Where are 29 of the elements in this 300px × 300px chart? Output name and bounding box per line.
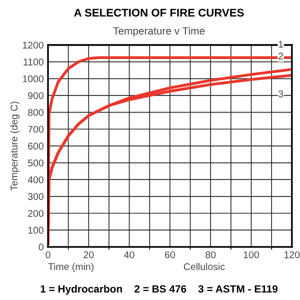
chart-title: A SELECTION OF FIRE CURVES [74,8,244,17]
y-axis-title: Temperature (deg C) [10,102,20,191]
annotation: 1 [278,40,284,48]
y-tick-label: 300 [28,193,44,200]
y-tick-label: 700 [28,126,44,133]
x-tick-label: 40 [124,251,134,258]
annotation: 3 [278,90,284,98]
chart-subtitle: Temperature v Time [113,26,205,37]
x-axis-title: Time (min) [48,262,94,272]
x-tick-label: 100 [244,251,259,258]
y-tick-label: 800 [28,109,44,116]
y-tick-label: 600 [28,142,44,150]
text: Cellulosic [184,262,225,270]
y-tick-label: 0 [38,244,44,251]
x-tick-label: 0 [46,251,50,258]
y-tick-label: 1200 [22,42,44,49]
text: 1 = Hydrocarbon 2 = BS 476 3 = ASTM - E119 [40,284,278,295]
y-tick-label: 500 [28,160,44,166]
y-tick-label: 400 [28,176,44,184]
y-tick-label: 1000 [22,75,44,82]
x-tick-label: 20 [84,251,94,258]
annotation: 2 [278,52,284,60]
y-tick-label: 900 [28,92,44,100]
y-tick-label: 1100 [24,58,44,66]
x-tick-label: 60 [165,251,175,258]
x-tick-label: 80 [206,251,216,258]
y-tick-label: 100 [28,226,44,234]
x-tick-label: 120 [284,251,300,258]
y-tick-label: 200 [28,210,44,217]
